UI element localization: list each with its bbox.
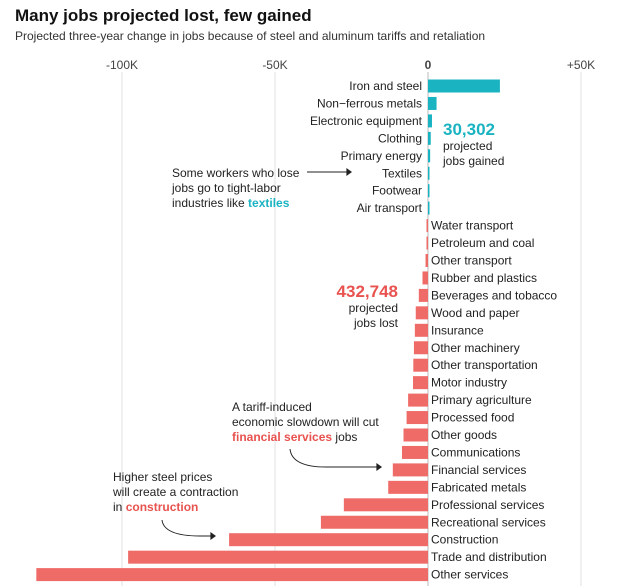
bar xyxy=(229,533,428,547)
construction-note-line-3: in construction xyxy=(113,500,238,515)
bar xyxy=(428,131,431,145)
bar xyxy=(426,219,428,233)
category-label: Non−ferrous metals xyxy=(317,96,422,110)
bar xyxy=(406,411,428,425)
finance-note-line-2: economic slowdown will cut xyxy=(232,415,379,429)
bar xyxy=(401,445,428,459)
textiles-note: Some workers who lose jobs go to tight-l… xyxy=(172,166,299,211)
finance-note-highlight: financial services xyxy=(232,430,333,444)
bar xyxy=(428,149,431,163)
bar xyxy=(422,271,428,285)
finance-note: A tariff-induced economic slowdown will … xyxy=(232,400,379,445)
category-label: Trade and distribution xyxy=(431,550,547,564)
construction-note-text: in xyxy=(113,500,126,514)
category-label: Wood and paper xyxy=(431,306,520,320)
category-label: Processed food xyxy=(431,411,514,425)
lost-label-line-2: jobs lost xyxy=(353,316,398,330)
category-label: Beverages and tobacco xyxy=(431,288,557,302)
category-label: Professional services xyxy=(431,498,544,512)
bar xyxy=(428,201,430,215)
bar xyxy=(408,393,428,407)
construction-note-line-1: Higher steel prices xyxy=(113,470,213,484)
x-tick-label: -100K xyxy=(106,58,138,72)
bar xyxy=(388,480,428,494)
category-label: Textiles xyxy=(382,166,422,180)
bar xyxy=(392,463,428,477)
bar xyxy=(428,114,432,128)
x-tick-label: 0 xyxy=(425,58,432,72)
bar xyxy=(428,184,430,198)
bar xyxy=(414,323,428,337)
category-label: Rubber and plastics xyxy=(431,271,537,285)
textiles-note-highlight: textiles xyxy=(248,196,290,210)
bar xyxy=(425,254,428,267)
category-label: Insurance xyxy=(431,323,484,337)
gained-label-line-1: projected xyxy=(443,139,493,153)
category-label: Iron and steel xyxy=(349,79,422,93)
category-label: Footwear xyxy=(372,184,422,198)
category-label: Water transport xyxy=(431,219,514,233)
category-label: Financial services xyxy=(431,463,526,477)
category-label: Fabricated metals xyxy=(431,480,526,494)
construction-note-highlight: construction xyxy=(125,500,199,514)
gained-total: 30,302 xyxy=(443,120,495,139)
construction-arrow-head xyxy=(210,532,216,540)
chart-title: Many jobs projected lost, few gained xyxy=(15,6,312,25)
construction-note: Higher steel prices will create a contra… xyxy=(113,470,238,515)
category-label: Motor industry xyxy=(431,376,507,390)
finance-arrow xyxy=(289,448,380,468)
bar xyxy=(413,376,428,390)
finance-note-line-3: financial services jobs xyxy=(232,430,379,445)
category-label: Communications xyxy=(431,445,520,459)
finance-note-text: jobs xyxy=(332,430,358,444)
lost-annotation: 432,748 projected jobs lost xyxy=(318,282,398,331)
category-label: Air transport xyxy=(357,201,423,215)
category-label: Other transport xyxy=(431,254,512,268)
bar xyxy=(426,236,428,250)
construction-note-line-2: will create a contraction xyxy=(113,485,239,499)
category-label: Primary energy xyxy=(341,149,422,163)
textiles-arrow-head xyxy=(346,168,352,176)
bar xyxy=(320,515,428,529)
category-label: Other services xyxy=(431,568,508,582)
bar xyxy=(403,428,428,442)
x-tick-label: +50K xyxy=(567,58,595,72)
bar xyxy=(36,568,428,582)
bar xyxy=(413,341,428,355)
chart-subtitle: Projected three-year change in jobs beca… xyxy=(15,29,486,43)
category-label: Electronic equipment xyxy=(310,114,423,128)
category-label: Clothing xyxy=(378,131,422,145)
finance-arrow-head xyxy=(376,463,382,471)
bar xyxy=(128,550,428,564)
category-label: Other goods xyxy=(431,428,497,442)
bar xyxy=(418,288,428,302)
lost-label-line-1: projected xyxy=(348,301,398,315)
bar xyxy=(413,358,428,372)
category-label: Construction xyxy=(431,533,498,547)
category-label: Recreational services xyxy=(431,515,546,529)
category-label: Other transportation xyxy=(431,358,538,372)
category-label: Primary agriculture xyxy=(431,393,532,407)
lost-total: 432,748 xyxy=(336,282,398,301)
bar xyxy=(428,96,437,110)
category-label: Other machinery xyxy=(431,341,520,355)
category-label: Petroleum and coal xyxy=(431,236,534,250)
textiles-note-line-3: industries like textiles xyxy=(172,196,299,211)
construction-arrow xyxy=(161,519,214,537)
bar xyxy=(428,79,500,93)
bar xyxy=(343,498,428,512)
x-tick-label: -50K xyxy=(262,58,287,72)
finance-note-line-1: A tariff-induced xyxy=(232,400,312,414)
textiles-note-line-1: Some workers who lose xyxy=(172,166,300,180)
textiles-note-text: industries like xyxy=(172,196,249,210)
bar xyxy=(415,306,428,320)
textiles-note-line-2: jobs go to tight-labor xyxy=(172,181,281,195)
gained-annotation: 30,302 projected jobs gained xyxy=(443,120,504,169)
bar xyxy=(428,166,430,180)
gained-label-line-2: jobs gained xyxy=(443,154,505,168)
